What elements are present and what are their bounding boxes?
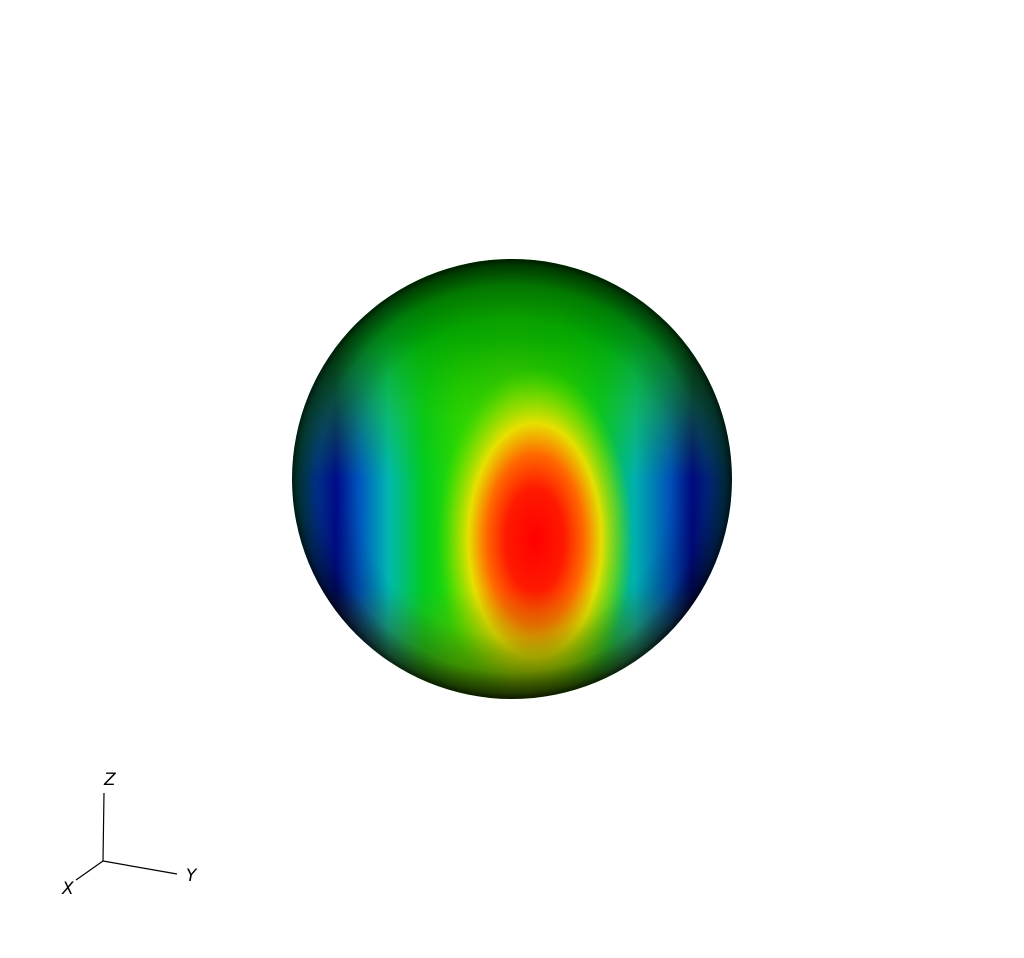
sphere-shading-layer [292,259,732,699]
z-axis-label: Z [103,770,116,790]
x-axis-label: X [61,879,74,899]
orientation-triad: Z Y X [61,770,198,899]
y-axis-label: Y [186,866,198,886]
x-axis-line [75,860,104,881]
z-axis-line [102,792,105,862]
colored-sphere[interactable] [292,259,732,712]
y-axis-line [102,860,178,875]
